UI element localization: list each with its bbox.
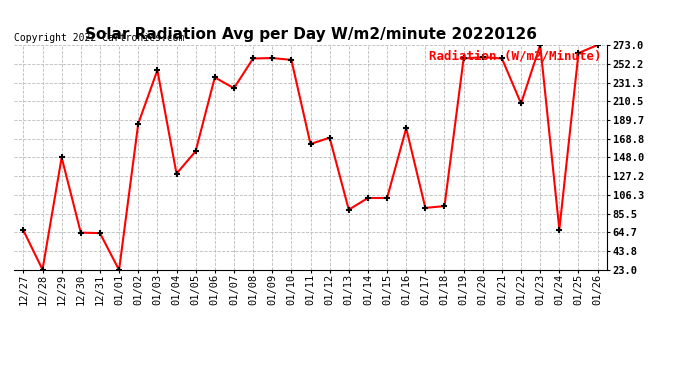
Title: Solar Radiation Avg per Day W/m2/minute 20220126: Solar Radiation Avg per Day W/m2/minute … <box>84 27 537 42</box>
Text: Copyright 2022 Cartronics.com: Copyright 2022 Cartronics.com <box>14 33 184 43</box>
Text: Radiation (W/m2/Minute): Radiation (W/m2/Minute) <box>428 50 601 63</box>
